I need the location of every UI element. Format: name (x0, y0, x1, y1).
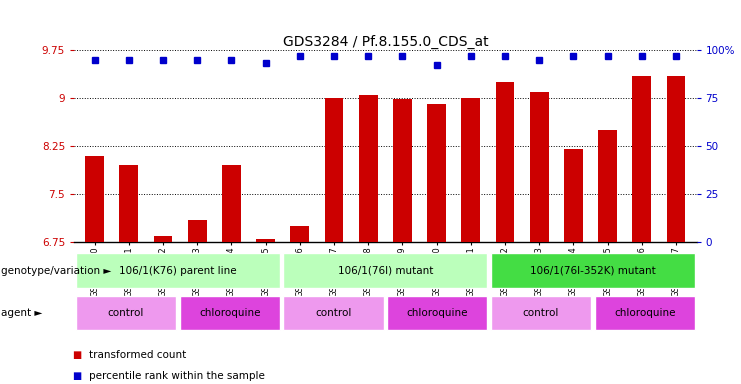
Text: control: control (107, 308, 144, 318)
Bar (491, 296, 591, 330)
Bar (632, 76, 651, 242)
Bar (283, 296, 384, 330)
Text: 106/1(76I) mutant: 106/1(76I) mutant (338, 266, 433, 276)
Bar (393, 99, 412, 242)
Bar (290, 226, 309, 242)
Bar (594, 296, 695, 330)
Bar (283, 253, 488, 288)
Bar (387, 296, 488, 330)
Bar (76, 296, 176, 330)
Bar (76, 253, 280, 288)
Bar (496, 82, 514, 242)
Bar (187, 220, 207, 242)
Text: ■: ■ (73, 371, 82, 381)
Bar (179, 296, 280, 330)
Text: chloroquine: chloroquine (199, 308, 260, 318)
Bar (153, 235, 173, 242)
Bar (85, 156, 104, 242)
Bar (667, 76, 685, 242)
Text: 106/1(K76) parent line: 106/1(K76) parent line (119, 266, 236, 276)
Text: ■: ■ (73, 350, 82, 360)
Bar (530, 91, 548, 242)
Text: agent ►: agent ► (1, 308, 43, 318)
Text: control: control (522, 308, 559, 318)
Text: percentile rank within the sample: percentile rank within the sample (89, 371, 265, 381)
Bar (491, 253, 695, 288)
Bar (325, 98, 343, 242)
Bar (428, 104, 446, 242)
Bar (359, 95, 378, 242)
Bar (462, 98, 480, 242)
Text: chloroquine: chloroquine (407, 308, 468, 318)
Title: GDS3284 / Pf.8.155.0_CDS_at: GDS3284 / Pf.8.155.0_CDS_at (282, 35, 488, 49)
Bar (564, 149, 583, 242)
Bar (222, 165, 241, 242)
Text: 106/1(76I-352K) mutant: 106/1(76I-352K) mutant (530, 266, 656, 276)
Text: chloroquine: chloroquine (614, 308, 675, 318)
Text: genotype/variation ►: genotype/variation ► (1, 266, 112, 276)
Bar (119, 165, 139, 242)
Text: transformed count: transformed count (89, 350, 186, 360)
Bar (256, 239, 275, 242)
Bar (598, 130, 617, 242)
Text: control: control (315, 308, 352, 318)
